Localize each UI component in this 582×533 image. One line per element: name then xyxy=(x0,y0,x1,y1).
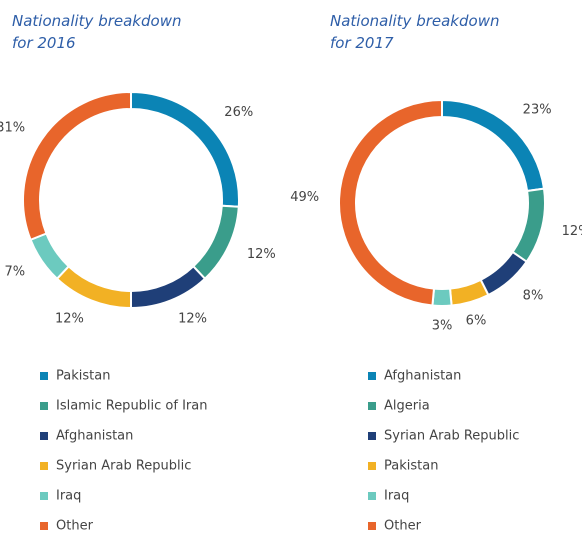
legend-swatch xyxy=(368,432,376,440)
legend-swatch xyxy=(368,462,376,470)
donut-segment xyxy=(29,232,71,281)
data-label: 26% xyxy=(224,105,253,120)
donut-segment xyxy=(338,98,443,307)
legend-swatch xyxy=(368,402,376,410)
legend-swatch xyxy=(40,522,48,530)
data-label: 12% xyxy=(562,224,582,239)
data-label: 49% xyxy=(290,190,319,205)
legend-label: Iraq xyxy=(56,489,81,504)
legend-label: Iraq xyxy=(384,489,409,504)
donut-segment xyxy=(130,90,240,208)
donut-segment xyxy=(511,187,546,264)
legend-label: Afghanistan xyxy=(56,429,133,444)
data-label: 12% xyxy=(247,247,276,262)
donut-segment xyxy=(431,287,453,307)
chart-title: Nationality breakdown for 2016 xyxy=(12,12,182,52)
legend-label: Pakistan xyxy=(56,369,110,384)
donut-segment xyxy=(448,278,490,307)
legend-swatch xyxy=(368,372,376,380)
legend-label: Afghanistan xyxy=(384,369,461,384)
donut-segment xyxy=(55,264,132,310)
legend-label: Islamic Republic of Iran xyxy=(56,399,207,414)
legend-label: Syrian Arab Republic xyxy=(56,459,191,474)
data-label: 7% xyxy=(5,264,26,279)
legend-label: Syrian Arab Republic xyxy=(384,429,519,444)
data-label: 23% xyxy=(523,103,552,118)
legend-swatch xyxy=(40,432,48,440)
data-label: 8% xyxy=(523,288,544,303)
legend-label: Other xyxy=(384,519,422,533)
legend-swatch xyxy=(40,402,48,410)
legend-label: Pakistan xyxy=(384,459,438,474)
data-label: 31% xyxy=(0,121,25,136)
data-label: 6% xyxy=(466,314,487,329)
legend-swatch xyxy=(40,492,48,500)
donut-segment xyxy=(22,90,132,242)
donut-segment xyxy=(479,250,529,297)
data-label: 3% xyxy=(432,319,453,334)
legend-label: Other xyxy=(56,519,94,533)
donut-segment xyxy=(191,204,240,281)
legend-swatch xyxy=(40,372,48,380)
donut-segment xyxy=(130,264,207,310)
data-label: 12% xyxy=(178,312,207,327)
legend-label: Algeria xyxy=(384,399,430,414)
legend-swatch xyxy=(368,492,376,500)
legend-swatch xyxy=(368,522,376,530)
legend-swatch xyxy=(40,462,48,470)
chart-title: Nationality breakdown for 2017 xyxy=(330,12,500,52)
data-label: 12% xyxy=(55,312,84,327)
